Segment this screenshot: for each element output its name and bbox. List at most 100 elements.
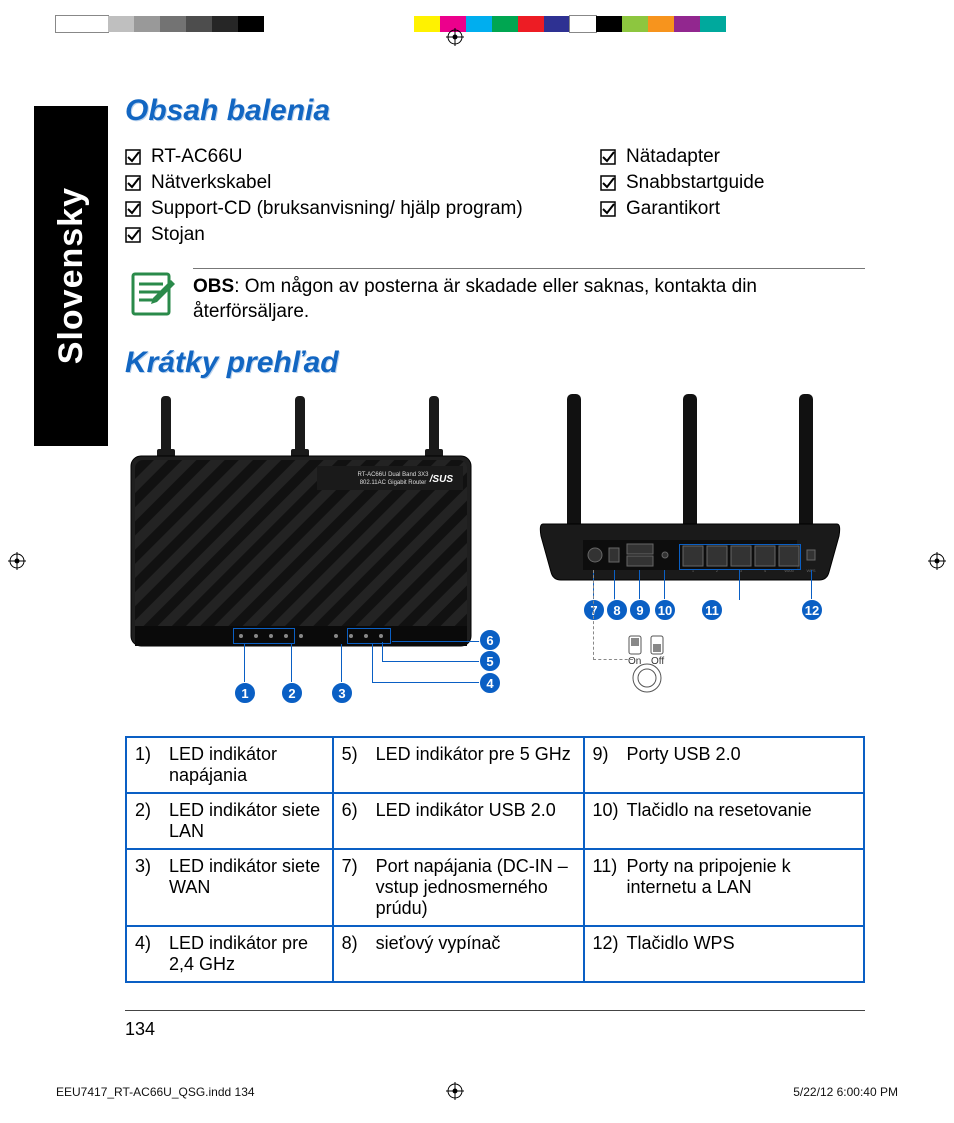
leader-line [664, 570, 665, 600]
svg-text:/SUS: /SUS [429, 474, 454, 485]
legend-cell: 8)sieťový vypínač [333, 926, 584, 982]
contents-item: Support-CD (bruksanvisning/ hjälp progra… [125, 198, 570, 220]
leader-line [811, 570, 812, 600]
legend-number: 10) [593, 800, 619, 821]
callout-box [679, 544, 801, 570]
callout-box [233, 628, 295, 644]
legend-cell: 5) LED indikátor pre 5 GHz [333, 737, 584, 793]
legend-text: LED indikátor napájania [169, 744, 324, 786]
legend-cell: 9)Porty USB 2.0 [584, 737, 864, 793]
callout-10: 10 [654, 599, 676, 621]
color-swatch [108, 16, 134, 32]
slug-left: EEU7417_RT-AC66U_QSG.indd 134 [56, 1085, 255, 1099]
legend-number: 4) [135, 933, 161, 975]
legend-cell: 6) LED indikátor USB 2.0 [333, 793, 584, 849]
legend-table: 1)LED indikátor napájania 5) LED indikátor… [125, 736, 865, 983]
leader-line [739, 570, 740, 600]
color-swatch [492, 16, 518, 32]
legend-cell: 2)LED indikátor siete LAN [126, 793, 333, 849]
svg-text:802.11AC Gigabit Router: 802.11AC Gigabit Router [360, 480, 427, 486]
contents-column-2: NätadapterSnabbstartguideGarantikort [600, 142, 764, 250]
contents-item-label: RT-AC66U [151, 146, 243, 168]
print-color-bar [0, 12, 954, 36]
diagram-area: RT-AC66U Dual Band 3X3 802.11AC Gigabit … [125, 394, 865, 724]
legend-cell: 12)Tlačidlo WPS [584, 926, 864, 982]
legend-text: LED indikátor pre 5 GHz [376, 744, 575, 765]
language-label: Slovensky [52, 187, 91, 364]
contents-item-label: Nätverkskabel [151, 172, 271, 194]
contents-item: Stojan [125, 224, 570, 246]
leader-line [639, 570, 640, 600]
contents-item-label: Snabbstartguide [626, 172, 764, 194]
color-swatch [134, 16, 160, 32]
leader-line [244, 644, 245, 682]
leader-line [382, 642, 383, 662]
legend-text: LED indikátor siete WAN [169, 856, 324, 898]
color-swatch [238, 16, 264, 32]
legend-number: 5) [342, 744, 368, 765]
contents-item-label: Stojan [151, 224, 205, 246]
callout-6: 6 [479, 629, 501, 651]
legend-text: Port napájania (DC-IN – vstup jednosmern… [376, 856, 575, 919]
callout-3: 3 [331, 682, 353, 704]
color-swatch [544, 16, 570, 32]
legend-number: 7) [342, 856, 368, 919]
legend-cell: 10)Tlačidlo na resetovanie [584, 793, 864, 849]
router-back-illustration: 1 2 3 4 WAN WPS [535, 394, 845, 614]
legend-text: LED indikátor USB 2.0 [376, 800, 575, 821]
color-swatch [56, 16, 108, 32]
note-label: OBS [193, 276, 234, 297]
legend-number: 11) [593, 856, 619, 898]
color-swatch [570, 16, 596, 32]
legend-text: Tlačidlo WPS [627, 933, 855, 954]
callout-1: 1 [234, 682, 256, 704]
legend-number: 3) [135, 856, 161, 898]
leader-line [341, 644, 342, 682]
registration-mark-icon [8, 552, 26, 570]
print-slug: EEU7417_RT-AC66U_QSG.indd 134 5/22/12 6:… [56, 1085, 898, 1099]
note-icon [125, 268, 177, 320]
section-title-overview: Krátky prehľad [125, 346, 865, 380]
legend-text: Porty USB 2.0 [627, 744, 855, 765]
legend-number: 1) [135, 744, 161, 786]
legend-number: 6) [342, 800, 368, 821]
contents-column-1: RT-AC66U Nätverkskabel Support-CD (bruksan… [125, 142, 570, 250]
legend-text: sieťový vypínač [376, 933, 575, 954]
contents-item: RT-AC66U [125, 146, 570, 168]
page-number: 134 [125, 1019, 155, 1039]
legend-cell: 4)LED indikátor pre 2,4 GHz [126, 926, 333, 982]
leader-line [392, 641, 480, 642]
router-front-illustration: RT-AC66U Dual Band 3X3 802.11AC Gigabit … [121, 394, 481, 674]
legend-cell: 1)LED indikátor napájania [126, 737, 333, 793]
color-swatch [186, 16, 212, 32]
contents-item: Nätadapter [600, 146, 764, 168]
callout-5: 5 [479, 650, 501, 672]
callout-12: 12 [801, 599, 823, 621]
table-row: 3)LED indikátor siete WAN7)Port napájani… [126, 849, 864, 926]
callout-4: 4 [479, 672, 501, 694]
legend-cell: 7)Port napájania (DC-IN – vstup jednosme… [333, 849, 584, 926]
contents-item-label: Nätadapter [626, 146, 720, 168]
table-row: 4)LED indikátor pre 2,4 GHz8)sieťový vyp… [126, 926, 864, 982]
slug-right: 5/22/12 6:00:40 PM [793, 1085, 898, 1099]
color-swatch [466, 16, 492, 32]
color-swatch [596, 16, 622, 32]
svg-text:RT-AC66U Dual Band 3X3: RT-AC66U Dual Band 3X3 [358, 472, 430, 478]
page-content: Obsah balenia RT-AC66U Nätverkskabel Suppo… [125, 88, 865, 983]
registration-mark-icon [928, 552, 946, 570]
note-text: OBS: Om någon av posterna är skadade ell… [193, 268, 865, 324]
on-label: On [628, 656, 641, 667]
leader-line [291, 644, 292, 682]
leader-line [372, 682, 480, 683]
section-title-contents: Obsah balenia [125, 94, 865, 128]
callout-box [347, 628, 391, 644]
color-swatch [264, 16, 414, 32]
table-row: 1)LED indikátor napájania 5) LED indikátor… [126, 737, 864, 793]
off-label: Off [651, 656, 664, 667]
package-contents: RT-AC66U Nätverkskabel Support-CD (bruksan… [125, 142, 865, 250]
note-row: OBS: Om någon av posterna är skadade ell… [125, 268, 865, 324]
legend-text: LED indikátor pre 2,4 GHz [169, 933, 324, 975]
language-tab: Slovensky [34, 106, 108, 446]
callout-11: 11 [701, 599, 723, 621]
contents-item: Snabbstartguide [600, 172, 764, 194]
